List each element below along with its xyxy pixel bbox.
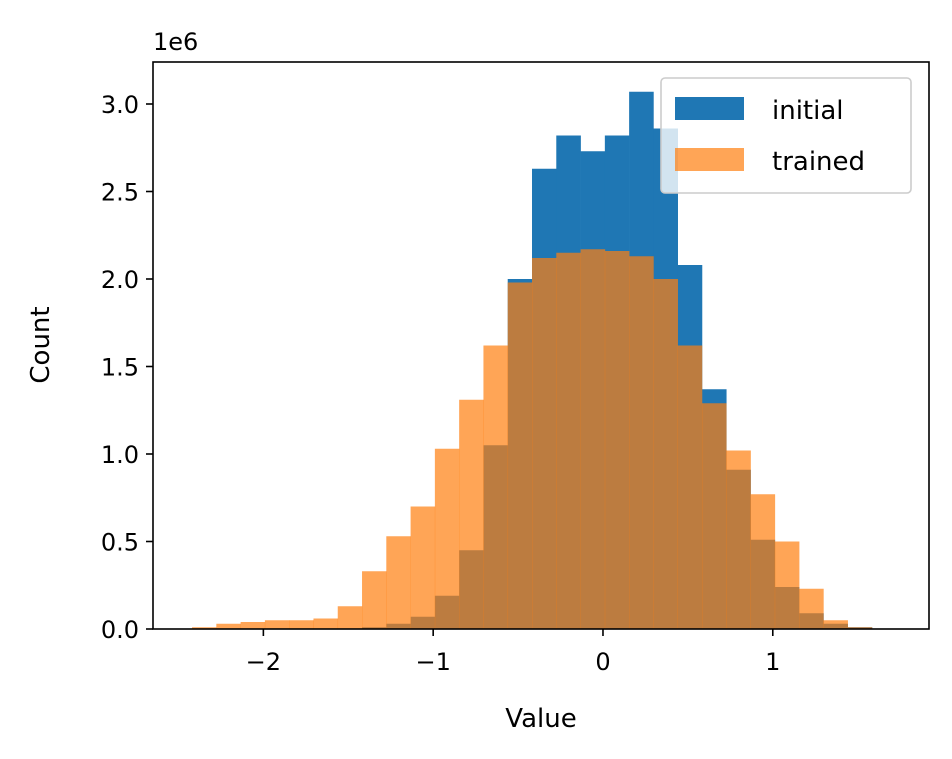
bars-layer xyxy=(192,91,873,629)
x-tick-label: 1 xyxy=(765,648,780,676)
bar-trained-25 xyxy=(799,588,824,629)
bar-trained-23 xyxy=(750,494,776,629)
x-tick-label: 0 xyxy=(595,648,610,676)
bar-trained-26 xyxy=(823,620,848,629)
bar-trained-3 xyxy=(264,620,290,629)
bar-trained-24 xyxy=(774,541,800,629)
y-tick-label: 2.5 xyxy=(101,179,139,207)
ticks-layer: −2 −1 0 1 0.0 0.5 1.0 1.5 2.0 2.5 3.0 xyxy=(101,91,781,676)
bar-trained-12 xyxy=(483,345,509,629)
y-offset-text: 1e6 xyxy=(153,28,198,56)
bar-trained-21 xyxy=(701,403,727,629)
bar-trained-17 xyxy=(604,251,630,629)
bar-trained-9 xyxy=(410,506,436,629)
bar-trained-13 xyxy=(507,282,533,629)
y-tick-label: 0.5 xyxy=(101,529,139,557)
bar-trained-18 xyxy=(629,256,654,629)
x-tick-label: −2 xyxy=(246,648,281,676)
bar-trained-6 xyxy=(337,606,363,629)
bar-trained-2 xyxy=(240,622,266,629)
bar-trained-14 xyxy=(532,258,557,629)
bar-trained-11 xyxy=(459,399,484,629)
legend-swatch-initial xyxy=(675,97,744,120)
y-tick-label: 1.5 xyxy=(101,354,139,382)
x-tick-label: −1 xyxy=(415,648,450,676)
legend-swatch-trained xyxy=(675,148,744,171)
bar-trained-27 xyxy=(847,627,873,629)
bar-trained-19 xyxy=(653,279,678,629)
legend-label-initial: initial xyxy=(772,96,844,126)
bar-trained-16 xyxy=(580,249,606,629)
bar-trained-22 xyxy=(726,450,751,629)
bar-trained-7 xyxy=(362,571,387,629)
x-axis-label: Value xyxy=(505,704,576,734)
bar-trained-4 xyxy=(289,620,314,629)
bar-trained-10 xyxy=(434,448,460,629)
y-tick-label: 3.0 xyxy=(101,91,139,119)
y-tick-label: 0.0 xyxy=(101,616,139,644)
y-tick-label: 2.0 xyxy=(101,266,139,294)
bar-trained-15 xyxy=(556,252,581,629)
legend: initial trained xyxy=(660,77,912,194)
y-axis-label: Count xyxy=(26,306,56,383)
bar-trained-0 xyxy=(192,627,217,629)
y-tick-label: 1.0 xyxy=(101,441,139,469)
legend-label-trained: trained xyxy=(772,147,865,177)
bar-trained-20 xyxy=(677,345,703,629)
plot-frame xyxy=(152,61,930,630)
bar-trained-1 xyxy=(216,623,241,629)
bar-trained-5 xyxy=(313,618,339,629)
bar-trained-8 xyxy=(386,536,411,629)
